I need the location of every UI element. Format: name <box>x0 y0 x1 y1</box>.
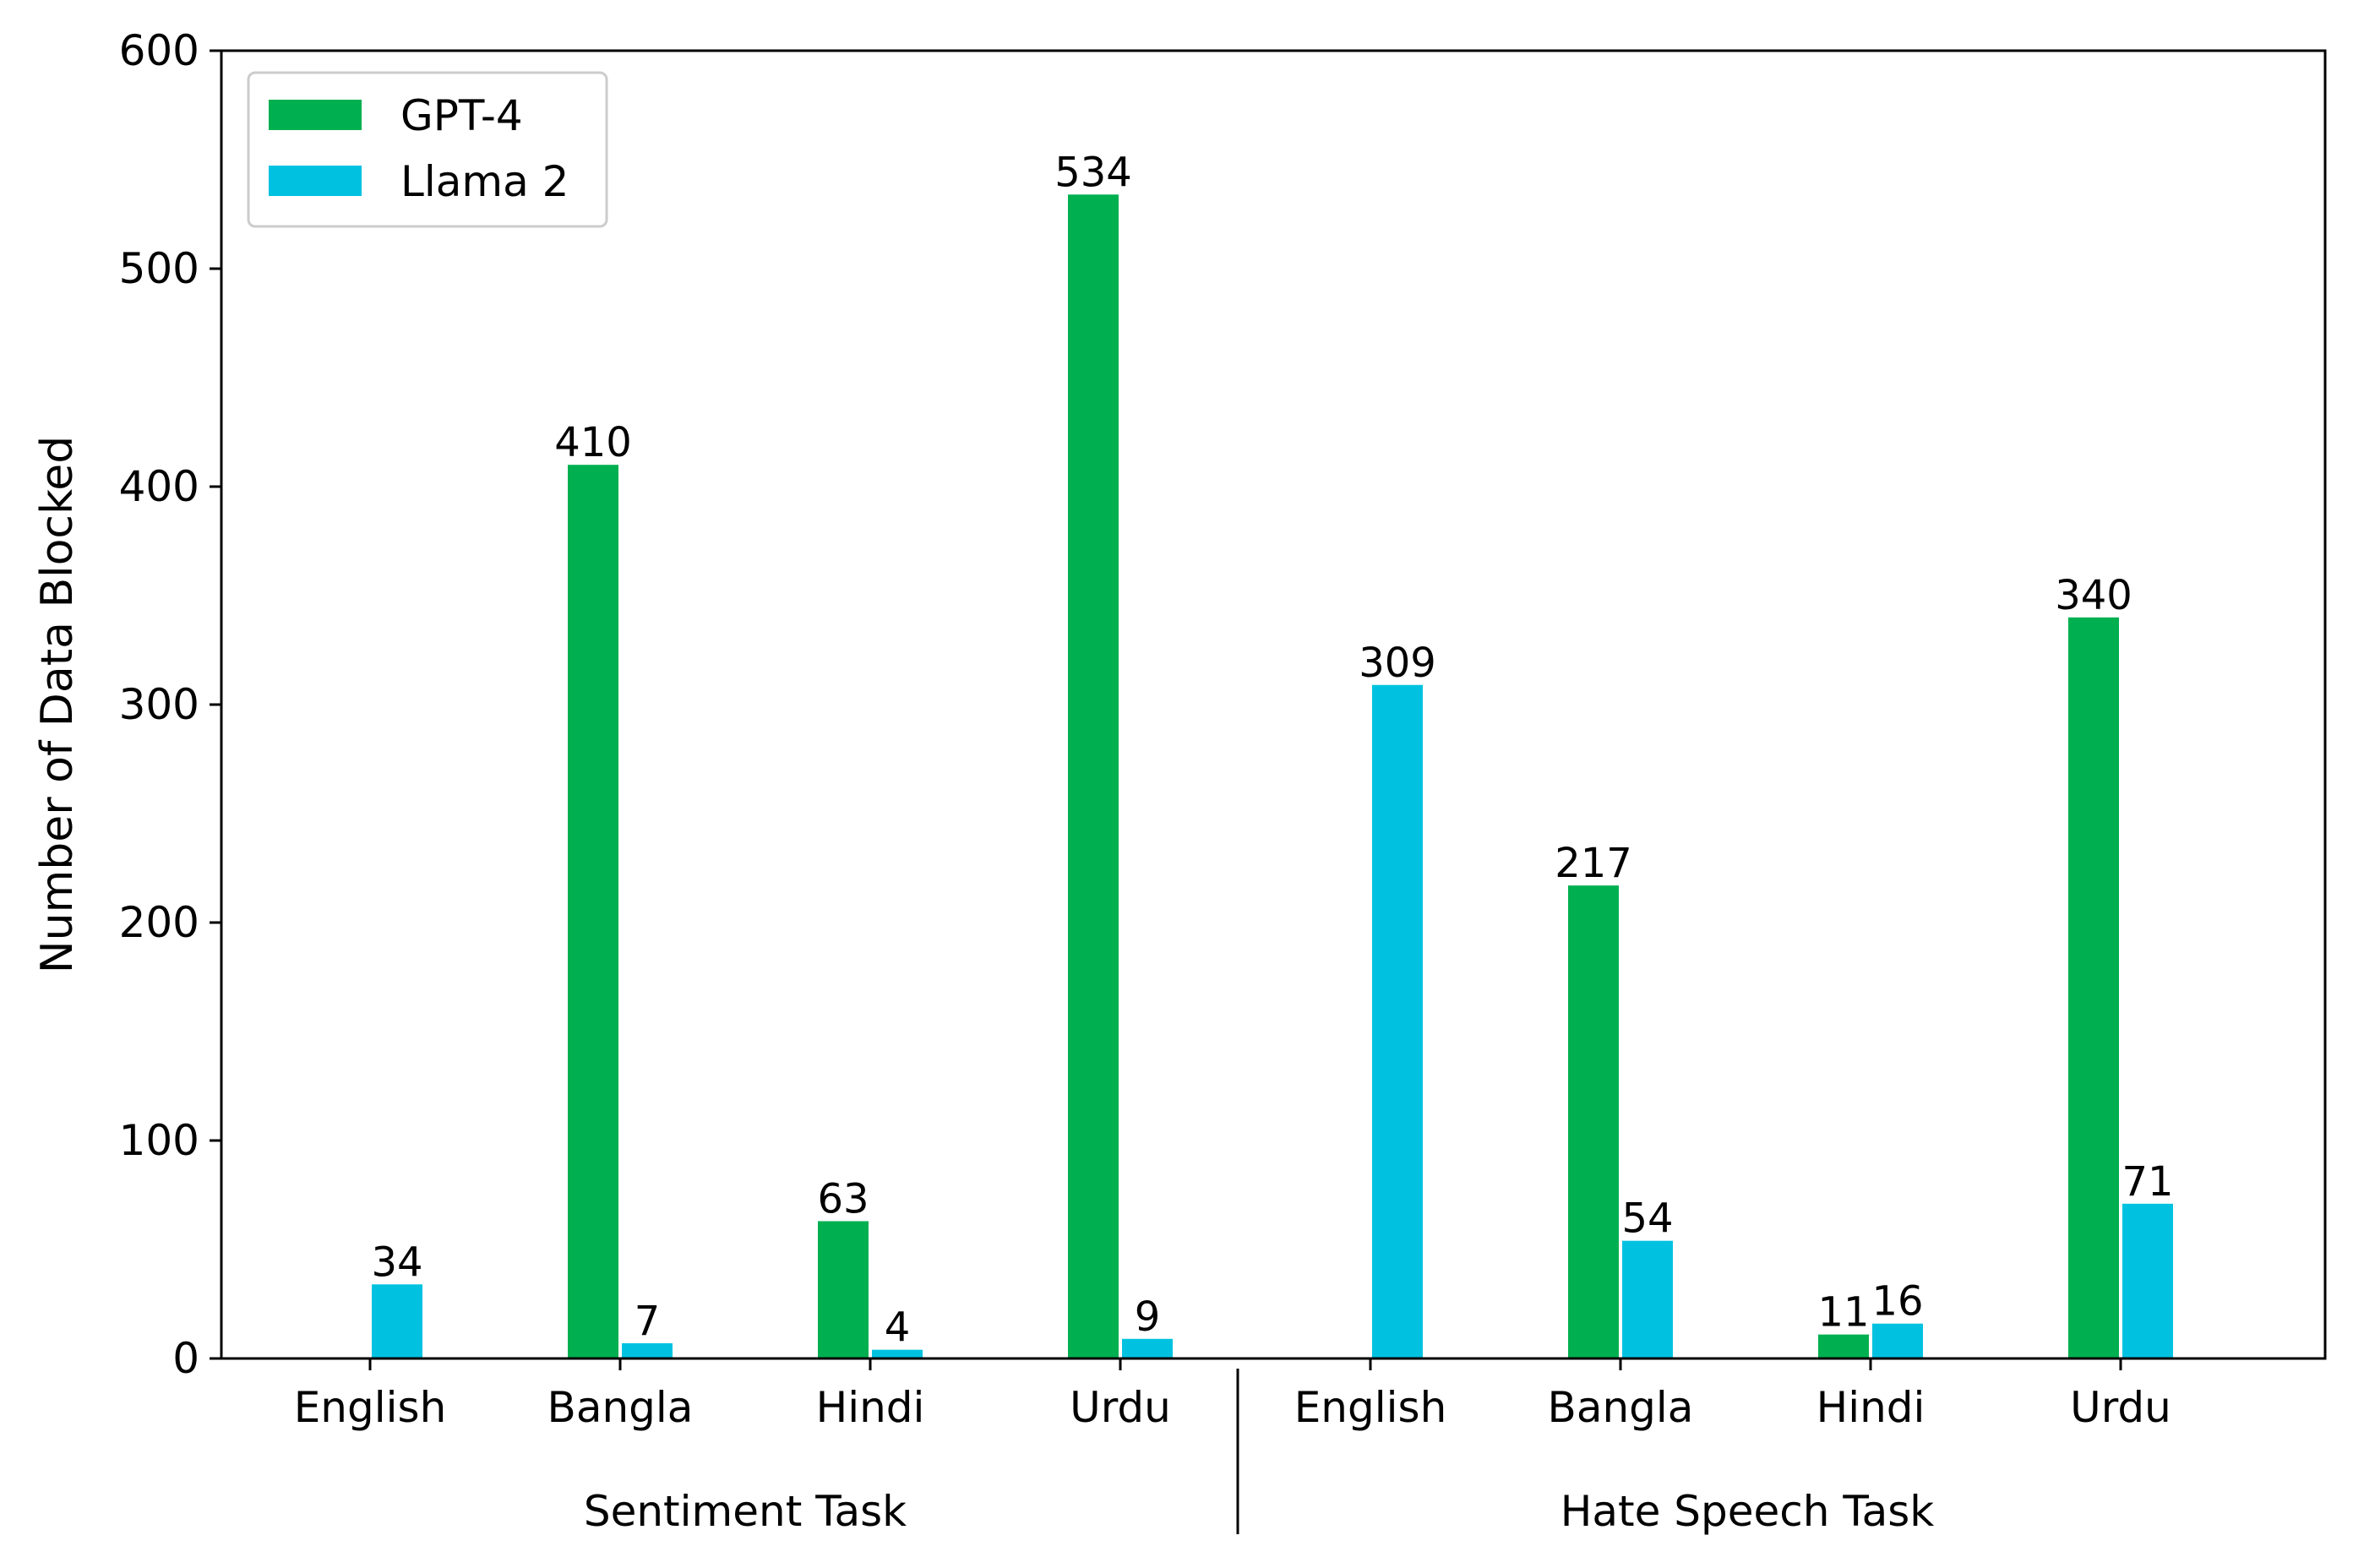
value-label: 217 <box>1555 840 1632 887</box>
legend: GPT-4 Llama 2 <box>247 71 608 228</box>
group-label: Sentiment Task <box>584 1487 907 1536</box>
value-label: 410 <box>554 419 632 466</box>
legend-label-llama2: Llama 2 <box>400 157 569 206</box>
bar-llama2 <box>2122 1203 2173 1358</box>
y-tick-label: 500 <box>119 244 199 293</box>
legend-swatch-llama2 <box>269 166 362 196</box>
value-label: 340 <box>2055 572 2132 619</box>
bar-gpt4 <box>1068 194 1119 1358</box>
y-tick-label: 300 <box>119 680 199 729</box>
bar-gpt4 <box>1818 1334 1869 1358</box>
x-tick-label: Hindi <box>1816 1383 1925 1432</box>
value-label: 63 <box>817 1175 869 1222</box>
legend-swatch-gpt4 <box>269 100 362 130</box>
legend-label-gpt4: GPT-4 <box>400 91 523 140</box>
bar-llama2 <box>1622 1240 1673 1358</box>
bar-llama2 <box>622 1342 673 1358</box>
value-labels-layer: 410 63 534 217 11 340 34 7 4 9 309 54 16 71 <box>371 149 2173 1351</box>
x-tick-label: English <box>1294 1383 1447 1432</box>
bar-gpt4 <box>2068 617 2119 1358</box>
bar-llama2 <box>1122 1338 1173 1358</box>
value-label: 71 <box>2122 1158 2173 1206</box>
y-tick-label: 200 <box>119 898 199 947</box>
y-tick-label: 400 <box>119 462 199 511</box>
bar-llama2 <box>872 1349 923 1358</box>
x-axis: English Bangla Hindi Urdu English Bangla Hindi… <box>294 1358 2171 1432</box>
group-labels: Sentiment Task Hate Speech Task <box>584 1487 1934 1536</box>
x-tick-label: Hindi <box>816 1383 925 1432</box>
bars-layer <box>372 194 2173 1359</box>
y-axis: 0 100 200 300 400 500 600 <box>119 26 221 1383</box>
x-tick-label: Urdu <box>2070 1383 2171 1432</box>
bar-llama2 <box>1372 684 1423 1358</box>
value-label: 54 <box>1621 1195 1673 1243</box>
bar-llama2 <box>372 1284 422 1358</box>
y-tick-label: 600 <box>119 26 199 75</box>
x-tick-label: Bangla <box>547 1383 694 1432</box>
value-label: 4 <box>885 1304 911 1352</box>
y-tick-label: 100 <box>119 1116 199 1165</box>
bar-gpt4 <box>818 1221 869 1358</box>
bar-llama2 <box>1872 1323 1923 1358</box>
y-tick-label: 0 <box>172 1334 199 1383</box>
bar-gpt4 <box>1568 885 1619 1358</box>
x-tick-label: Bangla <box>1548 1383 1694 1432</box>
value-label: 9 <box>1135 1293 1161 1341</box>
value-label: 7 <box>635 1298 661 1345</box>
group-label: Hate Speech Task <box>1560 1487 1935 1536</box>
bar-gpt4 <box>568 465 618 1359</box>
value-label: 309 <box>1359 640 1436 687</box>
value-label: 11 <box>1817 1289 1869 1337</box>
value-label: 534 <box>1054 149 1132 196</box>
y-axis-label: Number of Data Blocked <box>32 436 83 974</box>
value-label: 16 <box>1871 1278 1923 1326</box>
value-label: 34 <box>371 1239 422 1286</box>
x-tick-label: English <box>294 1383 447 1432</box>
plot-area-frame <box>220 49 2327 1360</box>
x-tick-label: Urdu <box>1070 1383 1171 1432</box>
